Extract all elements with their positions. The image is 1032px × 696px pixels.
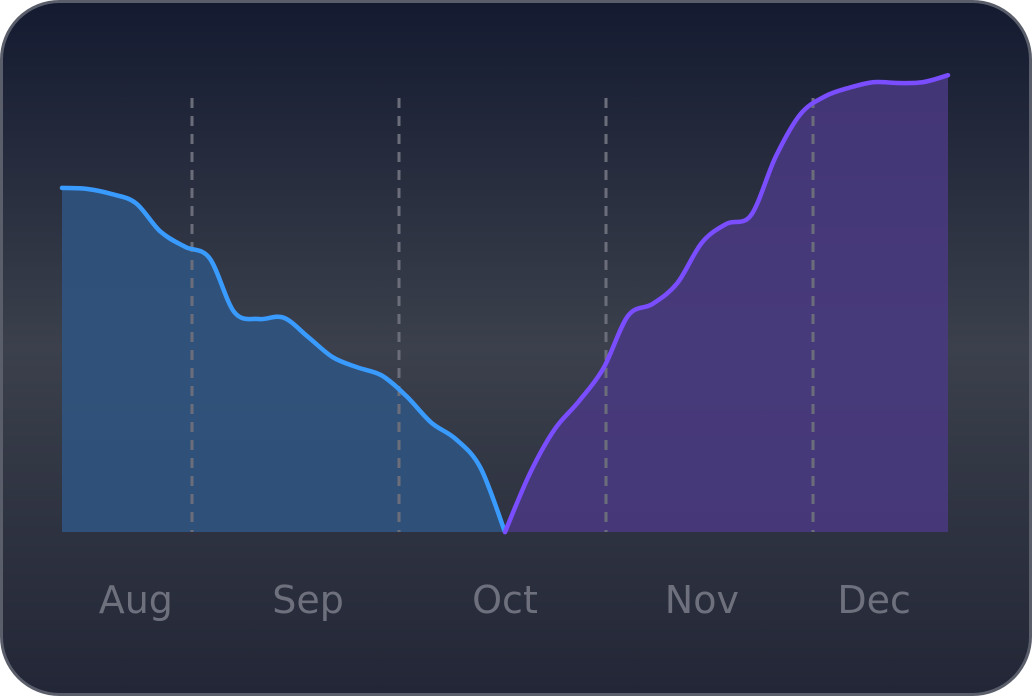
x-tick-label: Aug	[99, 578, 173, 622]
x-tick-label: Oct	[472, 578, 538, 622]
area	[62, 187, 505, 533]
x-tick-label: Dec	[837, 578, 911, 622]
x-tick-label: Nov	[665, 578, 739, 622]
area	[505, 75, 948, 532]
line	[59, 185, 508, 535]
x-tick-label: Sep	[272, 578, 344, 622]
dashed-guides	[190, 98, 815, 532]
line	[502, 72, 951, 535]
